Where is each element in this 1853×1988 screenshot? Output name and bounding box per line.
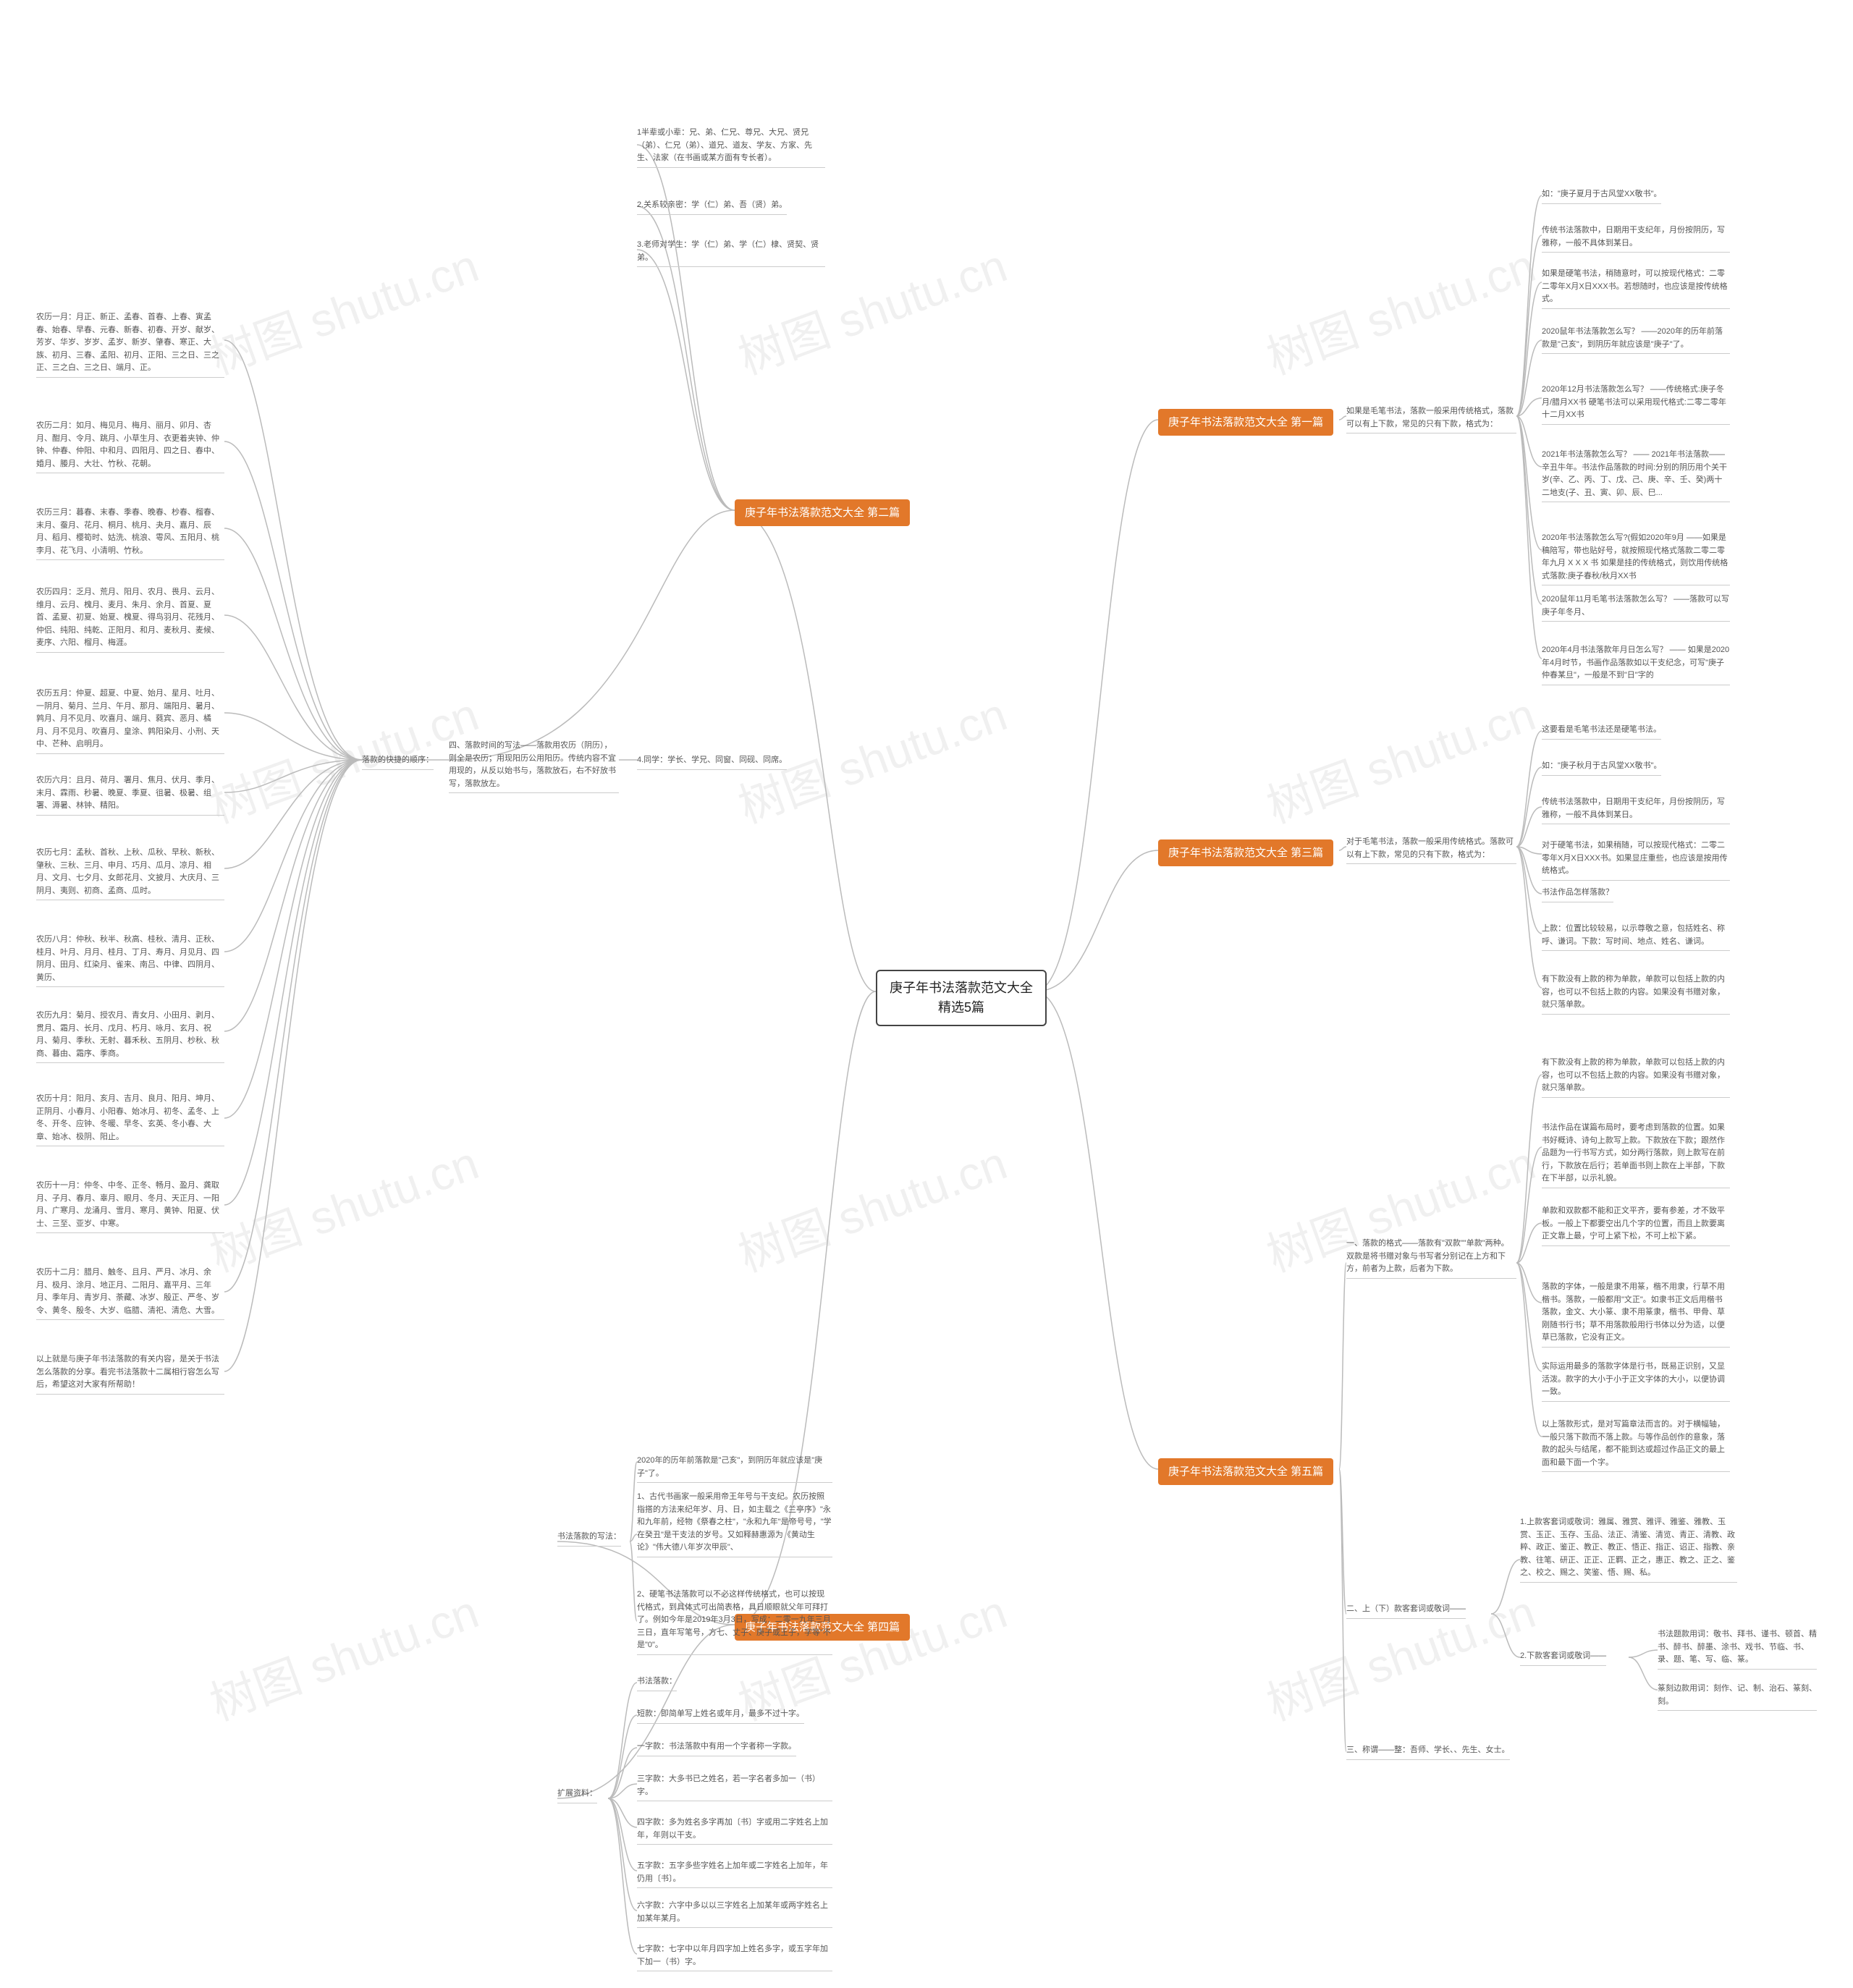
s2-chain: 四、落款时间的写法——落款用农历（阴历），则全是农历；用现阳历公用阳历。传统内容… <box>449 740 619 793</box>
section-label: 庚子年书法落款范文大全 第三篇 <box>1168 847 1323 859</box>
section-label: 庚子年书法落款范文大全 第一篇 <box>1168 416 1323 428</box>
s2-chain: 4.同学：学长、学兄、同窗、同砚、同席。 <box>637 754 787 770</box>
s2-month-leaf: 农历一月：月正、新正、孟春、首春、上春、寅孟春、始春、早春、元春、新春、初春、开… <box>36 311 224 378</box>
s4-leaf: 七字款：七字中以年月四字加上姓名多字，或五字年加下加一（书）字。 <box>637 1943 832 1971</box>
s4-leaf: 2、硬笔书法落款可以不必这样传统格式，也可以按现代格式，到具体式可出简表格，具日… <box>637 1589 832 1655</box>
s2-month-leaf: 以上就是与庚子年书法落款的有关内容，是关于书法怎么落款的分享。看完书法落款十二属… <box>36 1353 224 1395</box>
s2-month-leaf: 农历十月：阳月、亥月、吉月、良月、阳月、坤月、正阴月、小春月、小阳春、始冰月、初… <box>36 1093 224 1146</box>
s3-leaf: 传统书法落款中，日期用干支纪年，月份按阴历，写雅称，一般不具体到某日。 <box>1542 796 1730 824</box>
s2-month-leaf: 农历四月：乏月、荒月、阳月、农月、畏月、云月、维月、云月、槐月、麦月、朱月、余月… <box>36 586 224 653</box>
s2-month-leaf: 农历三月：暮春、末春、季春、晚春、杪春、榴春、末月、蚕月、花月、桐月、桃月、夬月… <box>36 507 224 560</box>
watermark: 树图 shutu.cn <box>1257 677 1543 836</box>
s1-leaf: 如果是硬笔书法，稍随意时，可以按现代格式：二零二零年X月X日XXX书。若想随时，… <box>1542 268 1730 309</box>
s5-leaf: 实际运用最多的落款字体是行书，既易正识别，又显活泼。款字的大小于小于正文字体的大… <box>1542 1361 1730 1402</box>
s3-leaf: 书法作品怎样落款？ <box>1542 887 1613 902</box>
s5-leaf: 有下款没有上款的称为单款，单款可以包括上款的内容，也可以不包括上款的内容。如果没… <box>1542 1057 1730 1098</box>
s2-month-leaf: 农历八月：仲秋、秋半、秋高、桂秋、清月、正秋、桂月、叶月、月月、桂月、丁月、寿月… <box>36 934 224 987</box>
s2-top-leaf: 2.关系较亲密：学（仁）弟、吾（贤）弟。 <box>637 199 787 215</box>
s4-child-label: 书法落款的写法： <box>557 1531 621 1547</box>
s4-leaf: 一字款：书法落款中有用一个字者称一字款。 <box>637 1740 796 1756</box>
s2-top-leaf: 1半辈或小辈：兄、弟、仁兄、尊兄、大兄、贤兄（弟）、仁兄（弟）、道兄、道友、学友… <box>637 127 825 168</box>
section-node-2: 庚子年书法落款范文大全 第二篇 <box>735 499 910 526</box>
watermark: 树图 shutu.cn <box>1257 229 1543 387</box>
watermark: 树图 shutu.cn <box>200 229 486 387</box>
s5-leaf: 单款和双款都不能和正文平齐，要有参差，才不致平板。一般上下都要空出几个字的位置，… <box>1542 1205 1730 1246</box>
root-label: 庚子年书法落款范文大全精选5篇 <box>890 981 1033 1015</box>
s2-month-leaf: 农历六月：且月、荷月、署月、焦月、伏月、季月、末月、霖雨、秒暑、晚夏、季夏、徂暑… <box>36 774 224 816</box>
s3-leaf: 上款：位置比较较易，以示尊敬之意，包括姓名、称呼、谦词。下款：写时间、地点、姓名… <box>1542 923 1730 951</box>
section-node-3: 庚子年书法落款范文大全 第三篇 <box>1158 839 1333 866</box>
s5-deep-leaf: 篆刻边款用词：刻作、记、制、治石、篆刻、刻。 <box>1658 1683 1817 1711</box>
watermark: 树图 shutu.cn <box>200 1575 486 1733</box>
s1-leaf: 2020鼠年11月毛笔书法落款怎么写？ ——落款可以写庚子年冬月、 <box>1542 593 1730 622</box>
s2-intro: 落款的快捷的顺序： <box>362 754 434 770</box>
s1-leaf: 2020年12月书法落款怎么写？ ——传统格式:庚子冬月/腊月XX书 硬笔书法可… <box>1542 384 1730 425</box>
s5-deep-leaf: 书法题款用词：敬书、拜书、谨书、顿首、精书、醉书、醉墨、涂书、戏书、节临、书、录… <box>1658 1628 1817 1670</box>
watermark: 树图 shutu.cn <box>200 1126 486 1285</box>
s2-month-leaf: 农历十一月：仲冬、中冬、正冬、畅月、盈月、龚取月、子月、春月、辜月、眼月、冬月、… <box>36 1180 224 1233</box>
s1-intro: 如果是毛笔书法，落款一般采用传统格式，落款可以有上下款，常见的只有下款，格式为： <box>1346 405 1516 433</box>
s4-leaf: 六字款：六字中多以以三字姓名上加某年或两字姓名上加某年某月。 <box>637 1900 832 1928</box>
s5-leaf: 以上落款形式，是对写篇章法而言的。对于横幅轴，一般只落下款而不落上款。与等作品创… <box>1542 1418 1730 1472</box>
s3-leaf: 有下款没有上款的称为单款，单款可以包括上款的内容，也可以不包括上款的内容。如果没… <box>1542 973 1730 1015</box>
s4-leaf: 1、古代书画家一般采用帝王年号与干支纪。农历按照指搭的方法来纪年岁、月、日，如主… <box>637 1491 832 1557</box>
s4-leaf: 短款：即简单写上姓名或年月，最多不过十字。 <box>637 1708 804 1724</box>
s4-child-label: 扩展资料： <box>557 1788 597 1803</box>
s4-leaf: 2020年的历年前落款是"己亥"，到阴历年就应该是"庚子"了。 <box>637 1455 832 1483</box>
s5-child-label: 一、落款的格式——落款有"双款""单款"两种。双款是将书赠对象与书写者分别记在上… <box>1346 1238 1516 1279</box>
s3-leaf: 如："庚子秋月于古风堂XX敬书"。 <box>1542 760 1661 776</box>
s3-leaf: 对于硬笔书法，如果稍随，可以按现代格式：二零二零年X月X日XXX书。如果显庄重些… <box>1542 839 1730 881</box>
s4-leaf: 五字款：五字多些字姓名上加年或二字姓名上加年，年仍用〔书〕。 <box>637 1860 832 1888</box>
s5-subleaf: 2.下款客套词或敬词—— <box>1520 1650 1606 1666</box>
s1-leaf: 2020鼠年书法落款怎么写？ ——2020年的历年前落款是"己亥"，到阴历年就应… <box>1542 326 1730 354</box>
s1-leaf: 如："庚子夏月于古风堂XX敬书"。 <box>1542 188 1661 204</box>
s5-child-label: 二、上（下）款客套词或敬词—— <box>1346 1603 1466 1619</box>
s1-leaf: 2021年书法落款怎么写？ —— 2021年书法落款——辛丑牛年。书法作品落款的… <box>1542 449 1730 502</box>
s5-child-label: 三、称谓——整：吾师、学长、、先生、女士。 <box>1346 1744 1510 1760</box>
s4-leaf: 三字款：大多书已之姓名，若一字名者多加一（书）字。 <box>637 1773 832 1801</box>
s2-month-leaf: 农历二月：如月、梅见月、梅月、丽月、卯月、杏月、酣月、令月、跳月、小草生月、衣更… <box>36 420 224 473</box>
section-label: 庚子年书法落款范文大全 第二篇 <box>745 507 900 519</box>
s1-leaf: 2020年书法落款怎么写?(假如2020年9月 ——如果是稿陪写，带也贴好号，就… <box>1542 532 1730 585</box>
s5-leaf: 落款的字体，一般是隶不用篆，楷不用隶，行草不用楷书。落款，一般都用"文正"。如隶… <box>1542 1281 1730 1348</box>
root-node: 庚子年书法落款范文大全精选5篇 <box>876 970 1047 1026</box>
s5-subleaf: 1.上款客套词或敬词：雅属、雅赏、雅评、雅鉴、雅教、玉赏、玉正、玉存、玉品、法正… <box>1520 1516 1737 1583</box>
s1-leaf: 2020年4月书法落款年月日怎么写？ —— 如果是2020年4月时节，书画作品落… <box>1542 644 1730 685</box>
watermark: 树图 shutu.cn <box>1257 1575 1543 1733</box>
s4-leaf: 四字款：多为姓名多字再加〔书〕字或用二字姓名上加年，年则以干支。 <box>637 1816 832 1845</box>
s2-month-leaf: 农历七月：孟秋、首秋、上秋、瓜秋、早秋、新秋、肇秋、三秋、三月、申月、巧月、瓜月… <box>36 847 224 900</box>
s2-month-leaf: 农历五月：仲夏、超夏、中夏、始月、星月、吐月、一阴月、菊月、兰月、午月、那月、端… <box>36 688 224 754</box>
s1-leaf: 传统书法落款中，日期用干支纪年，月份按阴历，写雅称，一般不具体到某日。 <box>1542 224 1730 253</box>
watermark: 树图 shutu.cn <box>728 1126 1015 1285</box>
s5-leaf: 书法作品在谋篇布局时，要考虑到落款的位置。如果书好概诗、诗句上款写上款。下款放在… <box>1542 1122 1730 1188</box>
s3-leaf: 这要看是毛笔书法还是硬笔书法。 <box>1542 724 1661 740</box>
watermark: 树图 shutu.cn <box>200 677 486 836</box>
section-label: 庚子年书法落款范文大全 第五篇 <box>1168 1465 1323 1478</box>
s3-intro: 对于毛笔书法，落款一般采用传统格式。落款可以有上下款，常见的只有下款，格式为： <box>1346 836 1516 864</box>
s4-leaf: 书法落款： <box>637 1675 677 1691</box>
s2-month-leaf: 农历九月：菊月、授农月、青女月、小田月、剥月、贯月、霜月、长月、戊月、朽月、咏月… <box>36 1010 224 1063</box>
s2-top-leaf: 3.老师对学生：学（仁）弟、学（仁）棣、贤契、贤弟。 <box>637 239 825 267</box>
section-node-1: 庚子年书法落款范文大全 第一篇 <box>1158 409 1333 436</box>
section-node-5: 庚子年书法落款范文大全 第五篇 <box>1158 1458 1333 1485</box>
s2-month-leaf: 农历十二月：腊月、触冬、且月、严月、冰月、余月、极月、涂月、地正月、二阳月、嘉平… <box>36 1266 224 1320</box>
